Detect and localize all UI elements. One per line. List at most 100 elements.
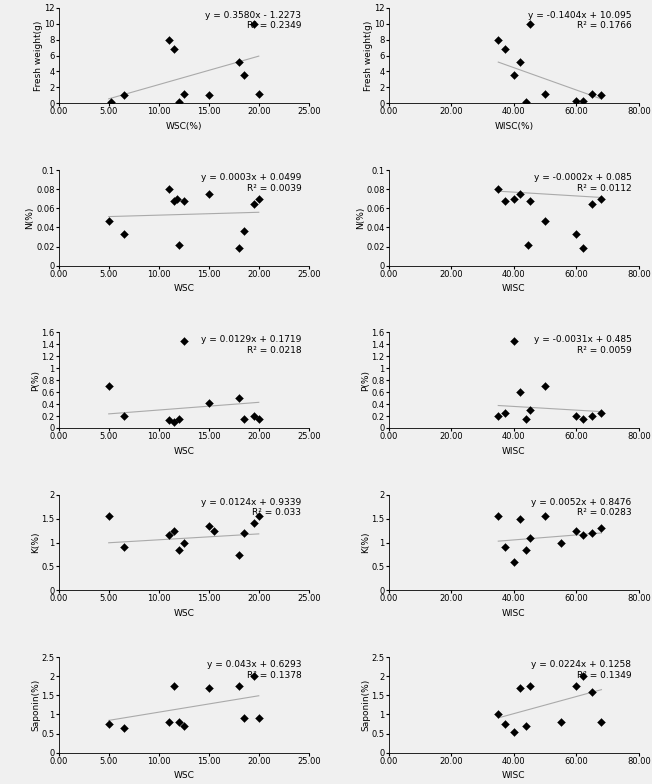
Point [173,412,184,425]
Point [596,716,606,728]
Point [499,43,510,56]
Point [203,397,214,409]
Point [556,536,566,549]
Point [173,96,184,108]
Point [104,510,114,523]
Point [239,527,249,539]
Point [164,414,174,426]
X-axis label: WSC: WSC [173,771,194,780]
X-axis label: WISC: WISC [502,447,526,456]
Y-axis label: Fresh weight(g): Fresh weight(g) [364,20,373,91]
Point [540,510,550,523]
Point [515,188,526,201]
Point [104,717,114,730]
Point [233,242,244,255]
Text: R² = 0.1349: R² = 0.1349 [577,670,631,680]
Text: R² = 0.0283: R² = 0.0283 [577,508,631,517]
Y-axis label: Fresh weight(g): Fresh weight(g) [34,20,42,91]
Point [521,412,531,425]
Point [521,543,531,556]
Point [119,721,129,734]
Y-axis label: Saponin(%): Saponin(%) [31,679,40,731]
Point [248,198,259,210]
Point [104,215,114,227]
X-axis label: WSC: WSC [173,609,194,618]
Point [119,228,129,241]
Text: R² = 0.1766: R² = 0.1766 [577,21,631,31]
Point [179,336,189,348]
X-axis label: WISC: WISC [502,771,526,780]
Point [515,681,526,694]
Point [248,17,259,30]
Point [173,716,184,728]
Point [540,380,550,393]
Point [239,712,249,724]
Text: R² = 0.0039: R² = 0.0039 [246,183,301,193]
Point [493,34,503,46]
Point [571,228,582,241]
Point [119,541,129,554]
Point [499,407,510,419]
Point [254,88,264,100]
Point [239,412,249,425]
Point [521,96,531,108]
Point [493,510,503,523]
Point [119,410,129,423]
Point [104,380,114,393]
Point [524,17,535,30]
Point [596,89,606,102]
Y-axis label: N(%): N(%) [25,207,35,229]
Point [493,183,503,195]
Point [168,524,179,537]
Point [524,532,535,544]
Point [587,685,597,698]
Point [239,225,249,238]
Point [203,681,214,694]
Text: y = -0.0031x + 0.485: y = -0.0031x + 0.485 [533,336,631,344]
Point [119,89,129,102]
X-axis label: WSC: WSC [173,285,194,293]
Text: y = 0.0124x + 0.9339: y = 0.0124x + 0.9339 [201,498,301,506]
Point [578,242,588,255]
X-axis label: WSC(%): WSC(%) [166,122,202,131]
Point [540,88,550,100]
Point [521,720,531,732]
Point [233,56,244,68]
Y-axis label: K(%): K(%) [361,532,370,554]
Point [587,198,597,210]
Text: R² = 0.1378: R² = 0.1378 [246,670,301,680]
Point [596,522,606,535]
Point [509,725,519,738]
Text: y = 0.0129x + 0.1719: y = 0.0129x + 0.1719 [201,336,301,344]
Point [171,193,182,205]
Point [556,716,566,728]
Point [233,680,244,692]
Point [571,524,582,537]
Point [203,188,214,201]
Text: y = 0.0052x + 0.8476: y = 0.0052x + 0.8476 [531,498,631,506]
Point [254,193,264,205]
Text: y = -0.0002x + 0.085: y = -0.0002x + 0.085 [533,173,631,182]
Text: R² = 0.0218: R² = 0.0218 [246,346,301,355]
Point [499,194,510,207]
Point [509,555,519,568]
Point [179,536,189,549]
Y-axis label: Saponin(%): Saponin(%) [361,679,370,731]
Point [524,404,535,416]
Point [209,524,219,537]
Text: y = 0.0224x + 0.1258: y = 0.0224x + 0.1258 [531,660,631,669]
Point [596,407,606,419]
X-axis label: WISC(%): WISC(%) [494,122,533,131]
Point [587,410,597,423]
Point [523,238,533,251]
Point [578,95,588,107]
Point [509,336,519,348]
Point [515,386,526,398]
Point [578,670,588,683]
Text: R² = 0.0112: R² = 0.0112 [577,183,631,193]
Point [239,69,249,82]
Point [499,541,510,554]
Point [173,543,184,556]
Point [203,89,214,102]
Point [233,548,244,561]
